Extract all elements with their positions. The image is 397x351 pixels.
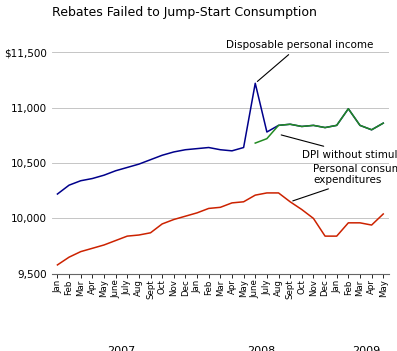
Text: 2009: 2009 (352, 346, 380, 351)
Text: Personal consumption
expenditures: Personal consumption expenditures (293, 164, 397, 201)
Text: 2007: 2007 (107, 346, 135, 351)
Text: 2008: 2008 (247, 346, 275, 351)
Text: Disposable personal income: Disposable personal income (226, 40, 374, 81)
Text: Rebates Failed to Jump-Start Consumption: Rebates Failed to Jump-Start Consumption (52, 6, 316, 19)
Text: DPI without stimulus: DPI without stimulus (281, 135, 397, 160)
